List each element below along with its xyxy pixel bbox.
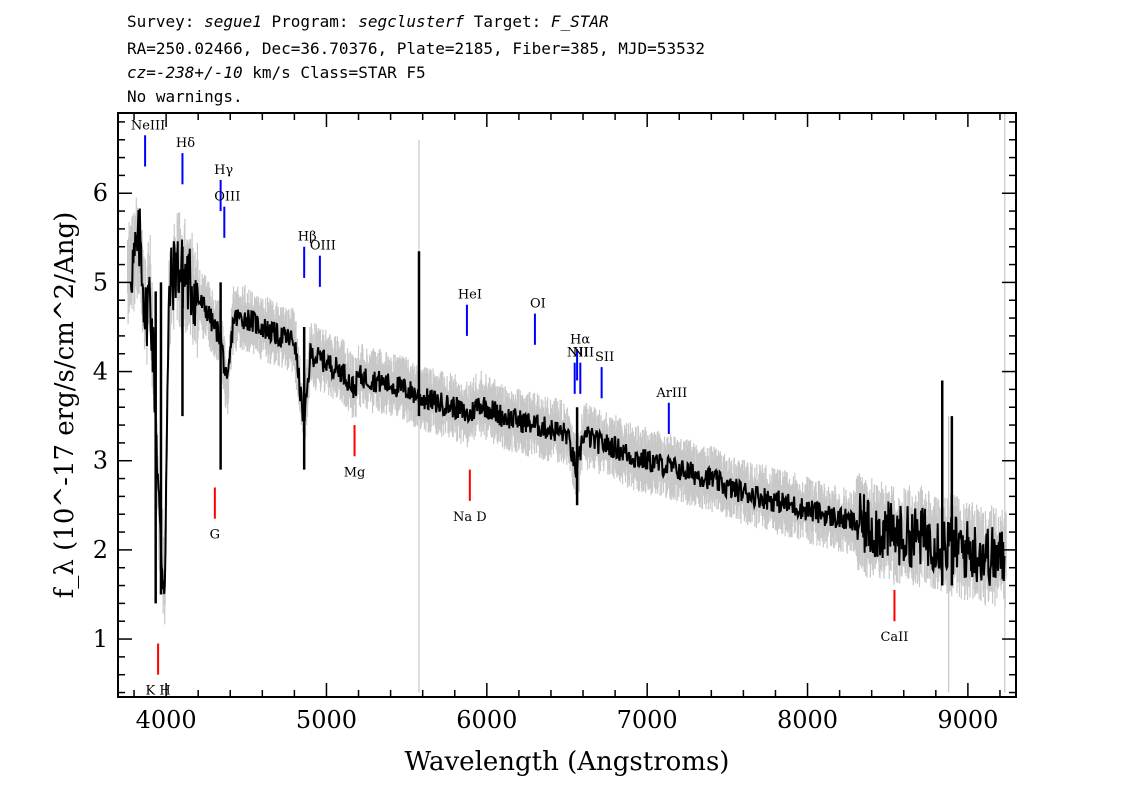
redshift-value: cz=-238+/-10 (127, 63, 243, 82)
y-tick-label: 6 (93, 179, 108, 207)
y-axis-title: f_λ (10^-17 erg/s/cm^2/Ang) (50, 212, 80, 598)
absorption-label-0: K H (145, 684, 170, 699)
absorption-label-2: Mg (344, 465, 366, 480)
emission-label-12: ArIII (655, 386, 687, 401)
spectral-lines-layer: NeIIIHδHγOIIIHβOIIIHeIOINIIHαNIISIIArIII… (131, 118, 909, 698)
plot-frame (117, 112, 1017, 698)
y-tick-label: 1 (93, 625, 108, 653)
header-line-3: cz=-238+/-10 km/s Class=STAR F5 (127, 64, 426, 82)
target-prefix: Target: (464, 12, 551, 31)
flux-line (129, 208, 1006, 595)
header-line-1: Survey: segue1 Program: segclusterf Targ… (127, 13, 609, 31)
survey-prefix: Survey: (127, 12, 205, 31)
emission-label-5: OIII (310, 239, 336, 254)
header-line-2: RA=250.02466, Dec=36.70376, Plate=2185, … (127, 39, 705, 58)
y-tick-label: 3 (93, 447, 108, 475)
target-value: F_STAR (550, 12, 609, 31)
program-value: segclusterf (358, 12, 465, 31)
x-tick-label: 6000 (456, 706, 517, 734)
absorption-label-4: CaII (880, 630, 908, 645)
emission-label-9: Hα (570, 332, 590, 347)
absorption-label-1: G (210, 528, 220, 543)
emission-label-4: Hβ (298, 230, 317, 245)
emission-label-0: NeIII (131, 118, 165, 133)
emission-label-10: NII (572, 346, 594, 361)
x-tick-label: 8000 (777, 706, 838, 734)
emission-label-1: Hδ (176, 136, 195, 151)
flux-error-band (127, 197, 1007, 625)
y-tick-label: 2 (93, 536, 108, 564)
program-prefix: Program: (261, 12, 359, 31)
x-tick-label: 5000 (296, 706, 357, 734)
x-tick-label: 7000 (617, 706, 678, 734)
x-tick-label: 4000 (136, 706, 197, 734)
y-tick-label: 5 (93, 268, 108, 296)
emission-label-3: OIII (214, 190, 240, 205)
emission-label-7: OI (530, 297, 546, 312)
flux-layer (129, 208, 1006, 604)
x-tick-label: 9000 (937, 706, 998, 734)
emission-label-6: HeI (458, 288, 482, 303)
flux-error-layer (127, 113, 1007, 693)
x-axis-title: Wavelength (Angstroms) (405, 747, 730, 777)
class-text: km/s Class=STAR F5 (242, 63, 426, 82)
absorption-label-3: Na D (453, 510, 487, 525)
emission-label-11: SII (595, 350, 614, 365)
y-tick-label: 4 (93, 358, 108, 386)
emission-label-2: Hγ (214, 163, 233, 178)
axes-layer: 4000 5000 6000 7000 8000 9000 1 2 3 4 5 6 Wavelength… (50, 112, 1017, 777)
header-line-4: No warnings. (127, 87, 243, 106)
survey-value: segue1 (204, 12, 262, 31)
